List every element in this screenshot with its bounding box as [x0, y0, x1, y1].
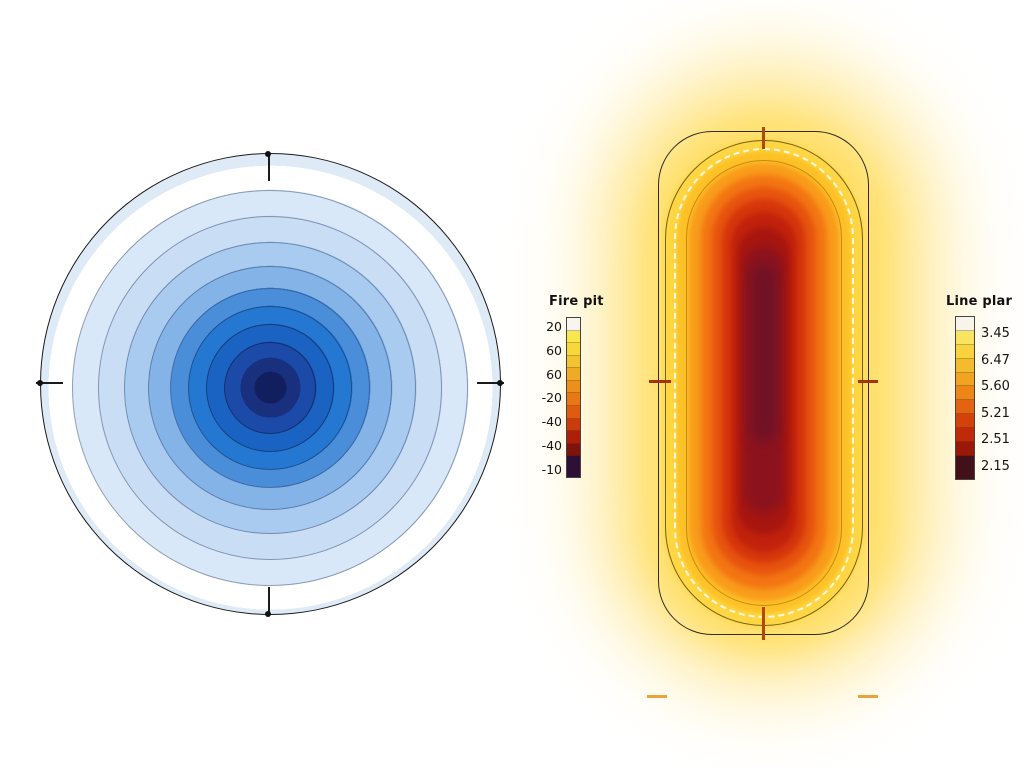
colorbar-tick-label: 6.47	[981, 352, 1010, 368]
colorbar-tick-label: 2.51	[981, 432, 1010, 448]
colorbar-tick-label: -20	[541, 390, 562, 406]
minor-tick-bottom-right	[858, 695, 878, 698]
heat-layer-10	[751, 264, 777, 442]
colorbar-segment	[567, 418, 580, 432]
polar-tick-right	[477, 382, 504, 384]
colorbar-segment	[567, 330, 580, 344]
colorbar-segment	[567, 405, 580, 419]
inner-contour-line	[686, 160, 842, 606]
colorbar-line-plar-labels: 3.45 6.47 5.60 5.21 2.51 2.15	[981, 326, 1021, 474]
circular-contour-plot	[36, 151, 504, 617]
contour-ring-line	[206, 324, 334, 452]
polar-tick-right-dot	[497, 380, 503, 386]
polar-tick-bottom	[268, 587, 270, 615]
colorbar-tick-label: -10	[541, 461, 562, 477]
colorbar-tick-label: 20	[546, 319, 562, 334]
polar-tick-top-dot	[265, 151, 271, 157]
colorbar-segment	[956, 414, 974, 428]
colorbar-tick-label: 3.45	[981, 326, 1010, 341]
contour-ring-line	[98, 216, 442, 560]
colorbar-tick-label: 60	[546, 342, 562, 358]
colorbar-segment	[956, 372, 974, 387]
colorbar-segment	[956, 400, 974, 415]
colorbar-segment	[567, 355, 580, 369]
contour-ring-line	[170, 288, 370, 488]
polar-tick-bottom-dot	[265, 611, 271, 617]
colorbar-tick-label: 2.15	[981, 458, 1010, 474]
colorbar-segment	[956, 358, 974, 373]
frame-tick-top	[762, 127, 765, 149]
frame-tick-left	[649, 380, 671, 383]
colorbar-segment	[956, 330, 974, 345]
colorbar-segment	[956, 441, 974, 456]
colorbar-segment	[567, 456, 580, 477]
colorbar-segment	[956, 386, 974, 401]
contour-ring-line	[72, 190, 468, 586]
colorbar-segment	[567, 368, 580, 381]
frame-tick-right	[858, 380, 878, 383]
colorbar-line-plar-bar	[955, 316, 975, 480]
contour-ring-line	[124, 242, 416, 534]
colorbar-tick-label: 60	[546, 366, 562, 382]
domain-frame	[658, 131, 869, 635]
colorbar-tick-label: 5.21	[981, 405, 1010, 421]
colorbar-segment	[956, 455, 974, 479]
colorbar-fire-pit-title: Fire pit	[549, 294, 604, 309]
colorbar-segment	[567, 431, 580, 444]
colorbar-segment	[956, 428, 974, 442]
colorbar-fire-pit-labels: 20 60 60 -20 -40 -40 -10	[524, 319, 562, 477]
polar-tick-left	[36, 382, 63, 384]
colorbar-segment	[567, 343, 580, 356]
minor-tick-bottom-left	[647, 695, 667, 698]
colorbar-fire-pit-bar	[566, 317, 581, 478]
contour-ring-line	[188, 306, 352, 470]
frame-tick-bottom	[762, 607, 765, 640]
colorbar-tick-label: -40	[541, 438, 562, 454]
colorbar-segment	[567, 380, 580, 394]
colorbar-segment	[567, 318, 580, 331]
contour-ring-line	[148, 266, 392, 510]
colorbar-tick-label: 5.60	[981, 379, 1010, 395]
colorbar-segment	[567, 443, 580, 457]
colorbar-tick-label: -40	[541, 414, 562, 430]
colorbar-line-plar-title: Line plar	[946, 294, 1013, 309]
polar-tick-left-dot	[37, 380, 43, 386]
colorbar-segment	[567, 393, 580, 406]
contour-ring-line	[224, 342, 316, 434]
colorbar-segment	[956, 317, 974, 331]
colorbar-segment	[956, 344, 974, 359]
polar-tick-top	[268, 153, 270, 181]
